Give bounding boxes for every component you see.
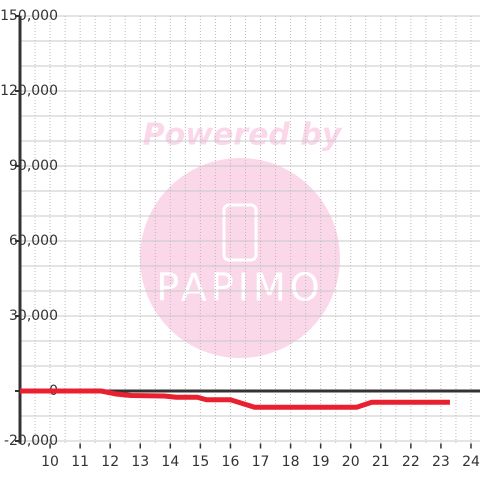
x-tick-label: 10 [41,454,59,470]
x-tick-label: 18 [282,454,300,470]
x-tick-label: 13 [131,454,149,470]
x-tick-label: 12 [101,454,119,470]
watermark-logo: PAPIMO [156,266,323,310]
x-tick-label: 17 [252,454,270,470]
y-tick-label: 60,000 [9,233,58,249]
y-tick-label: 90,000 [9,158,58,174]
x-tick-label: 22 [402,454,420,470]
x-tick-label: 24 [462,454,480,470]
watermark-circle [140,158,340,358]
watermark-text: Powered by [143,118,343,153]
watermark: Powered by PAPIMO [140,118,343,358]
y-tick-label: 30,000 [9,308,58,324]
x-tick-label: 11 [71,454,89,470]
y-tick-label: 120,000 [0,83,58,99]
y-tick-label: 150,000 [0,8,58,24]
y-tick-label: -20,000 [4,433,58,449]
data-line [20,388,450,410]
watermark-phone [222,203,258,262]
x-tick-label: 21 [372,454,390,470]
x-tick-label: 15 [191,454,209,470]
x-tick-label: 16 [222,454,240,470]
x-tick-label: 20 [342,454,360,470]
x-tick-label: 19 [312,454,330,470]
x-tick-label: 23 [432,454,450,470]
x-tick-label: 14 [161,454,179,470]
